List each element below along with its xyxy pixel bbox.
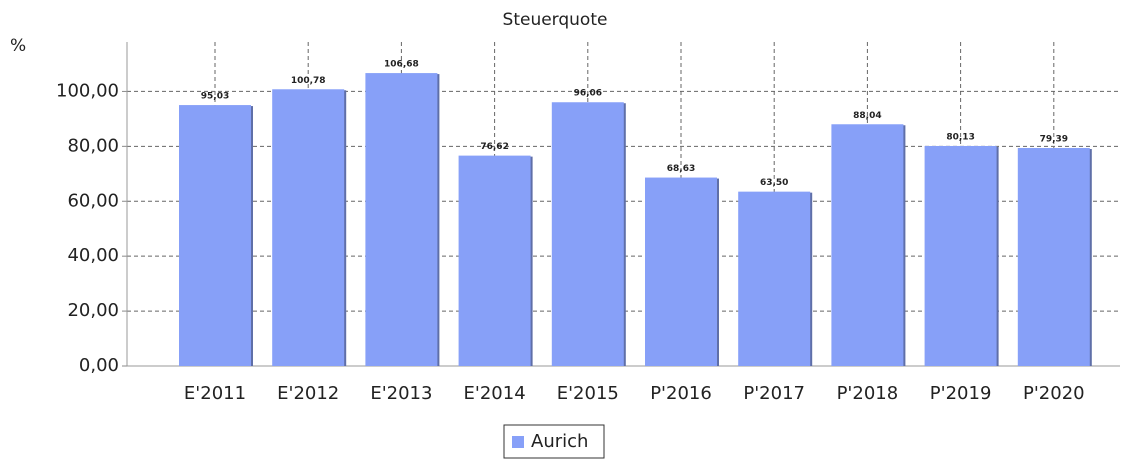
x-tick-label: E'2013 xyxy=(370,383,432,404)
bar xyxy=(1017,148,1090,366)
y-tick-label: 40,00 xyxy=(67,245,119,266)
legend-swatch xyxy=(512,436,524,448)
bar xyxy=(551,102,624,366)
y-tick-label: 0,00 xyxy=(79,355,119,376)
value-label: 106,68 xyxy=(384,60,419,70)
value-label: 79,39 xyxy=(1040,135,1068,145)
bar xyxy=(365,73,438,366)
y-tick-label: 20,00 xyxy=(67,300,119,321)
value-label: 80,13 xyxy=(946,132,974,142)
bar xyxy=(924,145,997,366)
value-label: 95,03 xyxy=(201,92,229,102)
x-tick-label: P'2019 xyxy=(930,383,992,404)
value-label: 68,63 xyxy=(667,164,695,174)
x-tick-label: P'2017 xyxy=(743,383,805,404)
bar xyxy=(645,177,717,366)
x-tick-label: E'2014 xyxy=(464,383,526,404)
bar xyxy=(179,105,251,367)
x-tick-label: P'2016 xyxy=(650,383,712,404)
x-tick-label: P'2020 xyxy=(1023,383,1085,404)
x-tick-label: P'2018 xyxy=(837,383,899,404)
y-tick-label: 60,00 xyxy=(67,190,119,211)
legend-label: Aurich xyxy=(531,431,588,452)
value-label: 63,50 xyxy=(760,178,788,188)
bar xyxy=(738,191,811,366)
y-tick-label: 100,00 xyxy=(56,80,119,101)
bar xyxy=(458,155,531,366)
x-tick-label: E'2011 xyxy=(184,383,246,404)
chart-title: Steuerquote xyxy=(503,10,608,30)
bar xyxy=(831,124,904,366)
y-tick-label: 80,00 xyxy=(67,135,119,156)
y-axis-label: % xyxy=(10,36,26,56)
value-label: 100,78 xyxy=(291,76,326,86)
bar xyxy=(272,89,345,366)
value-label: 76,62 xyxy=(480,142,508,152)
x-tick-label: E'2012 xyxy=(277,383,339,404)
x-tick-label: E'2015 xyxy=(557,383,619,404)
value-label: 88,04 xyxy=(853,111,881,121)
value-label: 96,06 xyxy=(574,89,602,99)
